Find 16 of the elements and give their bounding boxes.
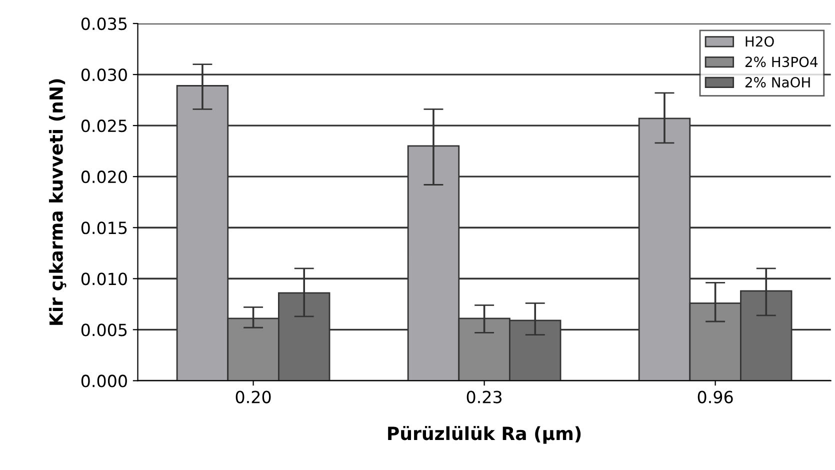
y-tick-label: 0.020: [81, 170, 127, 184]
y-tick-label: 0.015: [81, 222, 127, 234]
y-tick-label: 0.035: [81, 17, 127, 30]
x-axis-title: Pürüzlülük Ra (µm): [388, 426, 581, 444]
y-tick-label: 0.025: [81, 120, 127, 132]
y-axis-title: Kir çıkarma kuvveti (nN): [48, 79, 66, 325]
legend-label: H2O: [746, 36, 774, 47]
x-tick-label: 0.96: [698, 390, 733, 404]
legend-label: 2% NaOH: [745, 77, 810, 88]
x-tick-label: 0.23: [466, 390, 502, 404]
y-tick-label: 0.000: [81, 374, 127, 388]
y-tick-label: 0.010: [81, 272, 127, 286]
legend-label: 2% H3PO4: [745, 56, 818, 68]
y-tick-label: 0.005: [81, 324, 127, 336]
x-tick-label: 0.20: [236, 390, 271, 404]
y-tick-label: 0.030: [81, 68, 127, 82]
